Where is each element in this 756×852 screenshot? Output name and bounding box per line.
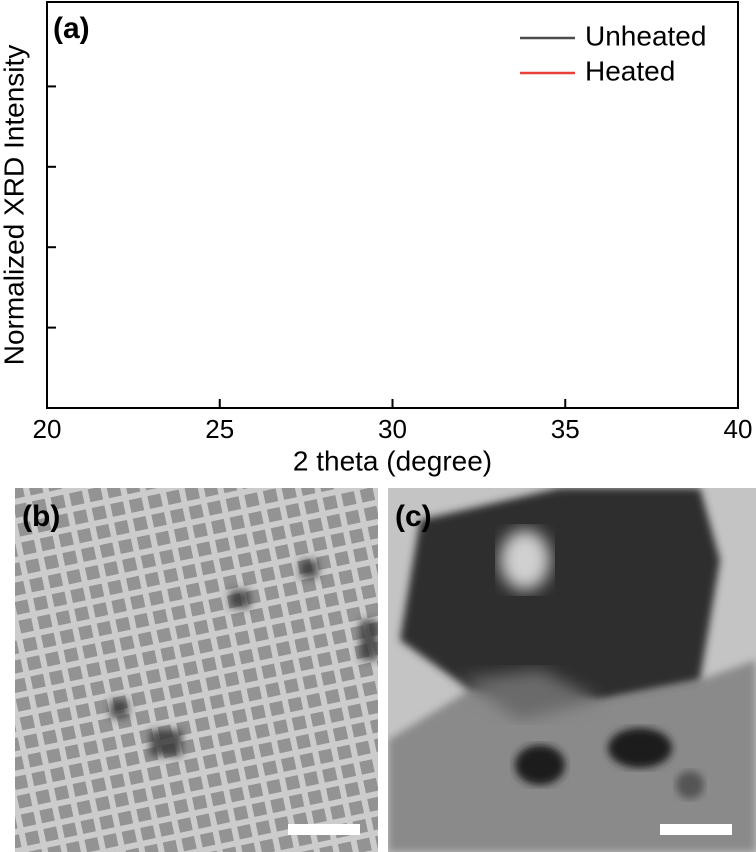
x-tick-label: 20 <box>33 414 62 444</box>
tem-image-b: (b) <box>15 488 378 852</box>
x-tick-label: 30 <box>378 414 407 444</box>
x-tick-label: 35 <box>551 414 580 444</box>
y-axis-label: Normalized XRD Intensity <box>0 45 29 366</box>
tem-image-c: (c) <box>388 488 756 852</box>
legend-label: Unheated <box>585 20 706 51</box>
x-axis-label: 2 theta (degree) <box>293 445 492 476</box>
xrd-plot: 20 25 30 35 40 2 theta (degree) Normalized XRD… <box>0 1 753 476</box>
panel-label: (a) <box>53 12 90 45</box>
panel-label: (c) <box>395 500 432 533</box>
x-tick-label: 25 <box>205 414 234 444</box>
panel-label: (b) <box>22 500 60 533</box>
legend-label: Heated <box>585 55 675 86</box>
x-tick-label: 40 <box>724 414 753 444</box>
